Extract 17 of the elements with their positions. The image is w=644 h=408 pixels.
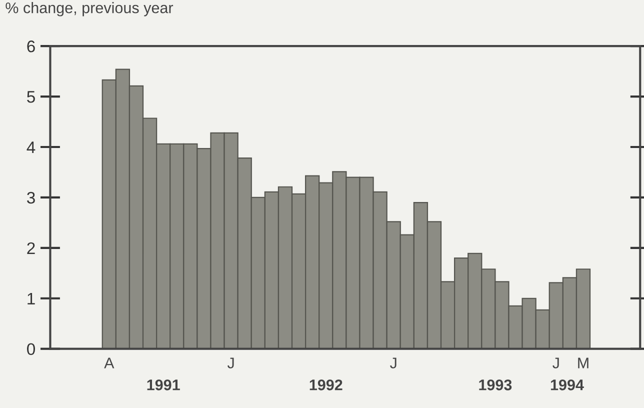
text: 1994	[550, 380, 584, 390]
x-tick-label: J	[390, 358, 396, 368]
text: 1992	[310, 380, 342, 390]
text: 1991	[147, 380, 180, 390]
y-tick-label: 6	[27, 40, 35, 52]
y-tick-label: 4	[26, 142, 36, 154]
y-tick-label: 5	[27, 91, 35, 103]
x-tick-label: A	[104, 358, 114, 368]
text: 1993	[479, 380, 512, 390]
y-axis-title: % change, previous year	[6, 2, 174, 16]
y-tick-label: 2	[27, 242, 35, 254]
y-tick-label: 0	[27, 343, 35, 356]
y-tick-label: 1	[28, 292, 35, 304]
x-tick-label: M	[578, 358, 588, 368]
y-tick-label: 3	[27, 192, 35, 204]
x-tick-label: J	[227, 358, 234, 368]
x-tick-label: J	[552, 358, 559, 368]
